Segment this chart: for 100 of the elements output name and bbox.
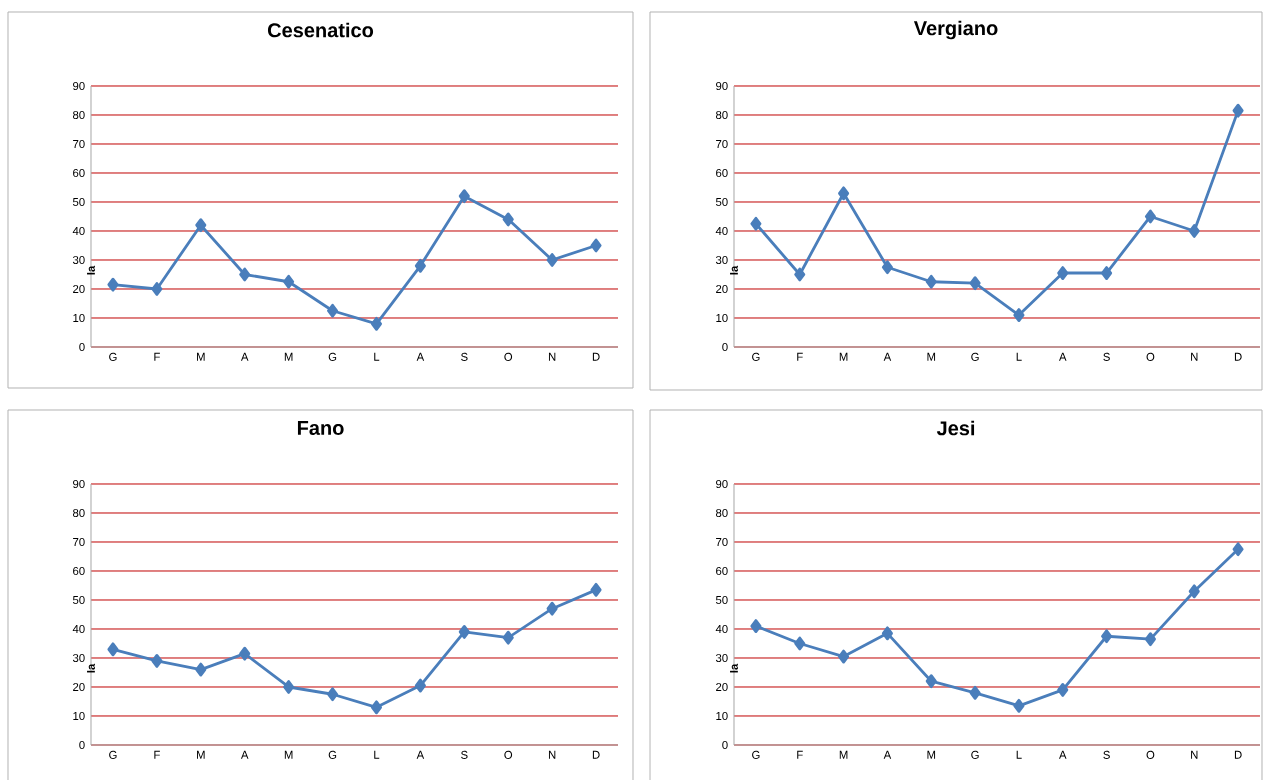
x-tick-label: S [461, 352, 468, 361]
y-tick-label: 40 [72, 226, 85, 235]
point [107, 277, 119, 292]
point [1232, 103, 1244, 118]
chart-title: Fano [297, 421, 344, 435]
point [794, 267, 806, 282]
x-tick-label: G [752, 750, 760, 759]
chart-title: Vergiano [913, 20, 998, 40]
point [1101, 266, 1113, 280]
point [969, 685, 981, 700]
x-tick-label: M [197, 352, 205, 361]
point [546, 253, 558, 267]
x-tick-label: N [548, 750, 556, 759]
point [151, 653, 163, 668]
point [370, 316, 383, 331]
x-tick-label: A [1059, 750, 1067, 759]
chart-title: Cesenatico [267, 22, 374, 38]
y-tick-label: 90 [73, 81, 85, 90]
x-tick-label: F [797, 352, 803, 361]
x-tick-label: F [154, 750, 160, 759]
x-tick-label: A [240, 352, 249, 361]
y-tick-label: 50 [715, 595, 728, 604]
x-tick-label: N [548, 352, 556, 361]
y-tick-label: 40 [72, 624, 85, 633]
y-tick-label: 40 [715, 624, 728, 633]
x-tick-label: A [416, 352, 425, 361]
y-tick-label: 30 [72, 255, 85, 264]
point [107, 642, 119, 657]
point [1013, 698, 1025, 713]
x-tick-label: S [1103, 352, 1110, 361]
chart-title: Jesi [936, 420, 975, 436]
y-tick-label: 70 [73, 537, 85, 546]
x-tick-label: O [504, 750, 513, 759]
y-tick-label: 90 [716, 479, 728, 488]
point [881, 260, 893, 275]
y-tick-label: 0 [79, 740, 85, 749]
point [1188, 584, 1200, 599]
point [195, 662, 207, 677]
x-tick-label: G [971, 352, 979, 361]
point [239, 646, 251, 661]
point [838, 186, 850, 201]
point [1057, 266, 1069, 280]
point [458, 189, 470, 204]
x-tick-label: A [240, 750, 249, 759]
x-tick-label: N [1191, 352, 1198, 361]
x-tick-label: G [328, 352, 337, 361]
y-tick-label: 10 [73, 711, 85, 720]
y-tick-label: 60 [73, 168, 85, 177]
point [283, 680, 295, 694]
y-tick-label: 50 [715, 197, 728, 206]
point [1188, 224, 1200, 238]
x-tick-label: A [883, 352, 892, 361]
point [1232, 542, 1244, 557]
point [502, 630, 514, 645]
x-tick-label: M [284, 352, 293, 361]
y-tick-label: 0 [722, 342, 728, 351]
y-axis-title: Ia [87, 265, 95, 275]
y-axis-title: Ia [87, 663, 95, 673]
y-tick-label: 0 [79, 342, 85, 351]
point [590, 238, 602, 253]
y-tick-label: 70 [716, 537, 728, 546]
x-tick-label: O [1146, 352, 1155, 361]
x-tick-label: O [504, 352, 513, 361]
x-tick-label: M [197, 750, 205, 759]
point [195, 218, 207, 233]
point [458, 624, 470, 639]
x-tick-label: L [1016, 750, 1022, 759]
point [283, 274, 295, 289]
x-tick-label: M [927, 750, 936, 759]
y-tick-label: 90 [73, 479, 85, 488]
point [925, 274, 937, 289]
x-tick-label: A [883, 750, 892, 759]
x-tick-label: L [374, 352, 380, 361]
y-tick-label: 10 [73, 313, 85, 322]
x-tick-label: L [1016, 352, 1022, 361]
x-tick-label: N [1191, 750, 1198, 759]
x-tick-label: D [1234, 750, 1242, 759]
point [327, 687, 339, 702]
y-tick-label: 40 [715, 226, 728, 235]
y-tick-label: 50 [72, 197, 85, 206]
y-tick-label: 90 [716, 81, 728, 90]
x-tick-label: D [1234, 352, 1242, 361]
point [370, 700, 383, 715]
x-tick-label: G [109, 352, 117, 361]
point [1057, 682, 1069, 697]
x-tick-label: G [109, 750, 117, 759]
y-tick-label: 10 [716, 313, 728, 322]
x-tick-label: G [328, 750, 337, 759]
y-tick-label: 70 [716, 139, 728, 148]
y-tick-label: 20 [716, 284, 728, 293]
y-axis-title: Ia [730, 663, 738, 673]
x-tick-label: M [839, 750, 848, 759]
x-tick-label: G [752, 352, 760, 361]
y-tick-label: 80 [716, 508, 728, 517]
point [881, 626, 893, 641]
point [1144, 209, 1156, 224]
x-tick-label: M [839, 352, 848, 361]
x-tick-label: D [592, 750, 600, 759]
point [750, 216, 762, 231]
point [1013, 308, 1025, 323]
